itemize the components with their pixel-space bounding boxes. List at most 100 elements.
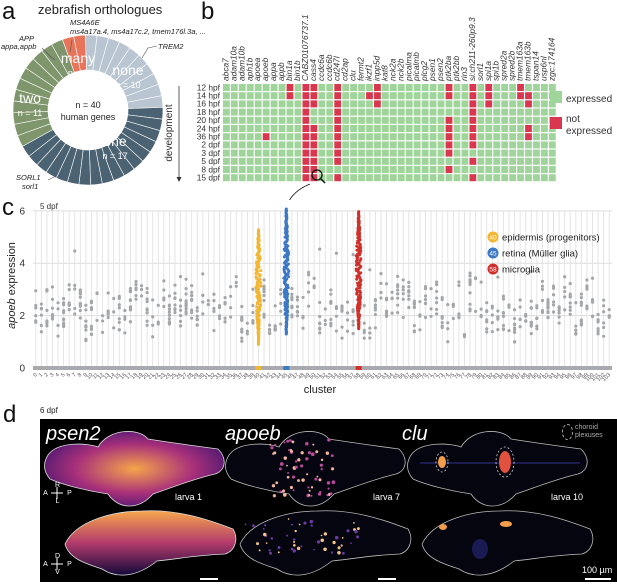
heatmap-cell — [230, 133, 238, 141]
heatmap-cell — [437, 133, 445, 141]
point-cluster-91 — [540, 287, 545, 292]
heatmap-cell — [405, 108, 413, 116]
point-cluster-45 — [286, 271, 290, 275]
point-cluster-62 — [379, 296, 383, 300]
choroid-plexus-outline — [495, 446, 515, 478]
apoeb-signal-dot — [270, 446, 274, 450]
point-cluster-79 — [474, 277, 478, 281]
apoeb-signal-dot — [341, 537, 344, 539]
x-tick-label: 36 — [231, 372, 240, 381]
point-cluster-19 — [139, 294, 144, 298]
apoeb-signal-dot — [331, 467, 335, 471]
heatmap-column-label: cd247l — [332, 55, 342, 81]
point-cluster-92 — [546, 315, 550, 319]
heatmap-row-label: 2 dpf — [201, 140, 220, 150]
heatmap-cell — [533, 125, 540, 132]
point-cluster-20 — [145, 323, 149, 327]
point-cluster-57 — [351, 252, 355, 257]
point-cluster-75 — [451, 316, 455, 321]
heatmap-cell — [493, 84, 501, 91]
point-cluster-51 — [318, 300, 322, 305]
point-cluster-86 — [512, 308, 517, 312]
point-cluster-71 — [429, 314, 433, 318]
heatmap-cell — [302, 141, 310, 149]
heatmap-cell — [286, 100, 294, 108]
heatmap-cell — [437, 108, 445, 116]
point-cluster-63 — [384, 311, 389, 315]
point-cluster-17 — [128, 320, 133, 324]
point-cluster-42 — [268, 328, 272, 332]
orient-top-down: L — [55, 498, 60, 505]
x-tick-label: 86 — [509, 372, 518, 381]
heatmap-cell — [326, 166, 334, 173]
apoeb-signal-dot — [323, 547, 327, 552]
heatmap-cell — [254, 174, 262, 182]
point-cluster-70 — [423, 297, 428, 302]
apoeb-signal-dot — [294, 460, 298, 463]
heatmap-column-label: bin1b — [292, 60, 302, 81]
point-cluster-78 — [468, 282, 472, 287]
heatmap-cell — [254, 141, 262, 149]
point-cluster-2 — [45, 324, 49, 328]
point-cluster-26 — [178, 275, 183, 279]
point-cluster-47 — [295, 305, 300, 309]
apoeb-signal-dot — [296, 546, 301, 551]
apoeb-signal-dot — [258, 549, 261, 552]
point-cluster-40 — [255, 295, 259, 298]
larva-label-7: larva 7 — [373, 492, 401, 502]
heatmap-column-label: psen1 — [427, 58, 437, 82]
point-cluster-97 — [574, 328, 578, 332]
point-cluster-23 — [162, 298, 166, 302]
apoeb-signal-dot — [340, 544, 343, 547]
point-cluster-102 — [602, 304, 606, 308]
apoeb-signal-dot — [286, 475, 290, 479]
point-cluster-47 — [295, 298, 300, 302]
point-cluster-32 — [212, 328, 216, 333]
heatmap-cell — [413, 133, 421, 141]
heatmap-column-label: spred2b — [507, 50, 517, 81]
clu-signal-anterior — [438, 456, 446, 468]
heatmap-cell — [421, 125, 429, 132]
point-cluster-78 — [468, 271, 472, 275]
heatmap-cell — [533, 149, 540, 157]
apoeb-signal-dot — [326, 481, 331, 485]
point-cluster-88 — [524, 314, 528, 318]
heatmap-cell — [382, 149, 389, 157]
point-cluster-8 — [78, 316, 82, 320]
point-cluster-59 — [362, 330, 366, 335]
heatmap-cell — [541, 125, 548, 132]
x-tick-label: 33 — [214, 372, 223, 381]
apoeb-signal-dot — [277, 545, 281, 549]
panel-a-letter: a — [2, 0, 16, 25]
heatmap-cell — [254, 125, 262, 132]
apoeb-signal-dot — [293, 544, 296, 547]
apoeb-signal-dot — [265, 542, 268, 544]
heatmap-cell — [246, 166, 254, 173]
point-cluster-45 — [284, 207, 288, 211]
heatmap-cell — [334, 157, 342, 165]
heatmap-cell — [429, 141, 437, 149]
heatmap-cell — [509, 108, 516, 116]
point-cluster-71 — [429, 307, 433, 311]
heatmap-cell — [548, 108, 556, 116]
point-cluster-8 — [78, 295, 82, 299]
point-cluster-92 — [546, 306, 550, 310]
point-cluster-15 — [117, 328, 121, 332]
heatmap-cell — [525, 92, 532, 100]
heatmap-cell — [509, 116, 516, 124]
point-cluster-7 — [73, 306, 77, 311]
point-cluster-41 — [262, 293, 266, 298]
heatmap-cell — [262, 108, 270, 116]
apoeb-signal-dot — [271, 484, 276, 488]
donut-label-one: one — [103, 133, 127, 149]
heatmap-cell — [246, 174, 254, 182]
brain-images — [44, 431, 594, 576]
heatmap-cell — [374, 149, 381, 157]
heatmap-cell — [501, 84, 509, 91]
point-cluster-2 — [45, 321, 49, 325]
point-cluster-96 — [568, 301, 572, 305]
point-cluster-45 — [286, 262, 290, 266]
point-cluster-45 — [286, 268, 290, 272]
x-tick-label: 92 — [542, 372, 551, 381]
heatmap-cell — [342, 149, 350, 157]
